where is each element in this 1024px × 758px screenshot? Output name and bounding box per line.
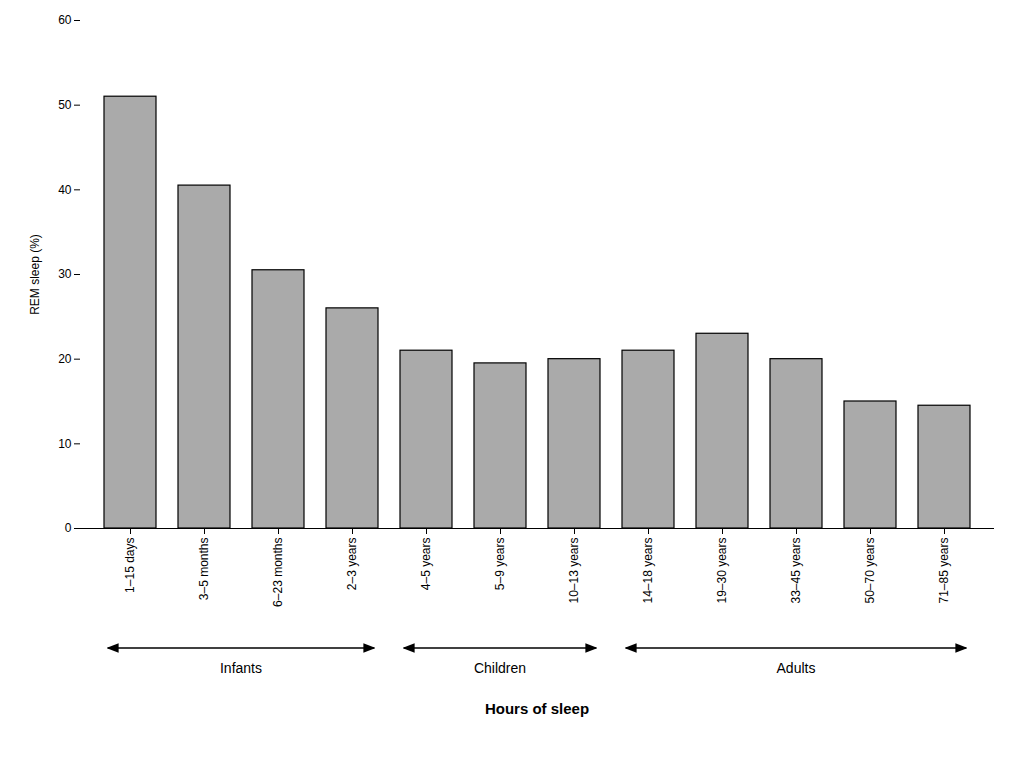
svg-text:Adults: Adults bbox=[777, 660, 816, 676]
svg-text:2–3 years: 2–3 years bbox=[345, 538, 359, 591]
svg-text:50: 50 bbox=[58, 98, 72, 112]
svg-text:0: 0 bbox=[65, 521, 72, 535]
svg-text:19–30 years: 19–30 years bbox=[715, 538, 729, 604]
svg-text:Infants: Infants bbox=[220, 660, 262, 676]
svg-text:6–23 months: 6–23 months bbox=[271, 538, 285, 607]
svg-text:71–85 years: 71–85 years bbox=[937, 538, 951, 604]
svg-text:5–9 years: 5–9 years bbox=[493, 538, 507, 591]
svg-text:Children: Children bbox=[474, 660, 526, 676]
svg-text:33–45 years: 33–45 years bbox=[789, 538, 803, 604]
svg-text:40: 40 bbox=[58, 183, 72, 197]
svg-text:30: 30 bbox=[58, 267, 72, 281]
svg-text:50–70 years: 50–70 years bbox=[863, 538, 877, 604]
svg-text:20: 20 bbox=[58, 352, 72, 366]
svg-text:14–18 years: 14–18 years bbox=[641, 538, 655, 604]
svg-text:4–5 years: 4–5 years bbox=[419, 538, 433, 591]
svg-text:Hours of sleep: Hours of sleep bbox=[485, 700, 589, 717]
svg-text:REM sleep (%): REM sleep (%) bbox=[28, 234, 42, 315]
svg-text:3–5 months: 3–5 months bbox=[197, 538, 211, 601]
svg-text:10–13 years: 10–13 years bbox=[567, 538, 581, 604]
svg-text:1–15 days: 1–15 days bbox=[123, 538, 137, 593]
svg-text:60: 60 bbox=[58, 13, 72, 27]
svg-text:10: 10 bbox=[58, 437, 72, 451]
